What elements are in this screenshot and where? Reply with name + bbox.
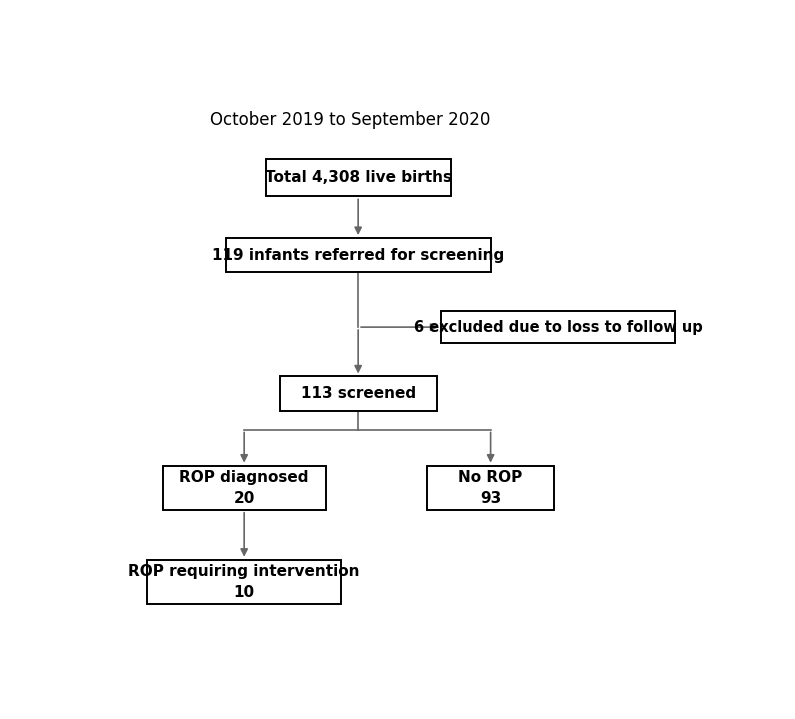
FancyBboxPatch shape (162, 465, 326, 510)
Text: No ROP
93: No ROP 93 (459, 470, 523, 505)
FancyBboxPatch shape (266, 159, 451, 196)
FancyBboxPatch shape (428, 465, 554, 510)
Text: Total 4,308 live births: Total 4,308 live births (265, 170, 452, 185)
FancyBboxPatch shape (147, 559, 341, 604)
FancyBboxPatch shape (441, 311, 676, 343)
Text: October 2019 to September 2020: October 2019 to September 2020 (210, 111, 491, 129)
Text: 6 excluded due to loss to follow up: 6 excluded due to loss to follow up (414, 320, 703, 334)
FancyBboxPatch shape (226, 238, 491, 273)
Text: ROP requiring intervention
10: ROP requiring intervention 10 (129, 564, 360, 600)
Text: 113 screened: 113 screened (301, 386, 416, 401)
Text: 119 infants referred for screening: 119 infants referred for screening (212, 247, 504, 262)
Text: ROP diagnosed
20: ROP diagnosed 20 (180, 470, 309, 505)
FancyBboxPatch shape (280, 376, 436, 411)
